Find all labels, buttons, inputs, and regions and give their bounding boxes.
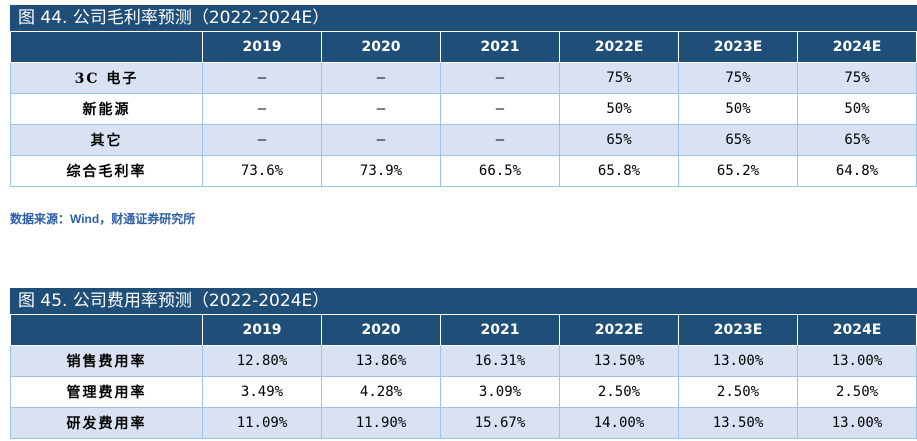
column-header: 2023E: [678, 314, 798, 346]
table-cell: 13.00%: [797, 407, 917, 439]
table-cell: 3.09%: [440, 376, 560, 408]
table-cell: 13.00%: [797, 345, 917, 377]
row-label: 综合毛利率: [10, 155, 203, 187]
table-header-row: 2019 2020 2021 2022E 2023E 2024E: [10, 314, 917, 346]
table-row: 新能源 – – – 50% 50% 50%: [10, 93, 917, 125]
table-cell: 75%: [678, 62, 798, 94]
row-label: 其它: [10, 124, 203, 156]
column-header: 2022E: [559, 31, 679, 63]
table-cell: 12.80%: [202, 345, 322, 377]
table-cell: 13.86%: [321, 345, 441, 377]
gross-margin-table-block: 图 44. 公司毛利率预测（2022-2024E） 2019 2020 2021…: [10, 5, 917, 187]
table-cell: 11.09%: [202, 407, 322, 439]
source-note: 数据来源：Wind，财通证券研究所: [10, 212, 196, 226]
table-cell: 65%: [559, 124, 679, 156]
column-header: 2019: [202, 31, 322, 63]
table-cell: 13.50%: [678, 407, 798, 439]
table-cell: 4.28%: [321, 376, 441, 408]
table-row: 3C 电子 – – – 75% 75% 75%: [10, 62, 917, 94]
table-cell: 66.5%: [440, 155, 560, 187]
table-cell: 15.67%: [440, 407, 560, 439]
row-label: 新能源: [10, 93, 203, 125]
table-cell: –: [202, 62, 322, 94]
table-cell: 11.90%: [321, 407, 441, 439]
table-cell: –: [321, 124, 441, 156]
table-cell: 75%: [797, 62, 917, 94]
table-row: 研发费用率 11.09% 11.90% 15.67% 14.00% 13.50%…: [10, 407, 917, 439]
table-cell: –: [321, 93, 441, 125]
column-header: 2022E: [559, 314, 679, 346]
table-cell: 50%: [797, 93, 917, 125]
column-header: 2020: [321, 314, 441, 346]
table-cell: 65%: [678, 124, 798, 156]
row-label: 3C 电子: [10, 62, 203, 94]
table-cell: 73.9%: [321, 155, 441, 187]
column-header: 2024E: [797, 31, 917, 63]
table-cell: 65.2%: [678, 155, 798, 187]
table-row: 销售费用率 12.80% 13.86% 16.31% 13.50% 13.00%…: [10, 345, 917, 377]
gross-margin-table-title: 图 44. 公司毛利率预测（2022-2024E）: [10, 5, 917, 31]
header-corner-cell: [10, 314, 203, 346]
row-label: 销售费用率: [10, 345, 203, 377]
column-header: 2020: [321, 31, 441, 63]
row-label: 研发费用率: [10, 407, 203, 439]
table-cell: 13.50%: [559, 345, 679, 377]
table-header-row: 2019 2020 2021 2022E 2023E 2024E: [10, 31, 917, 63]
table-cell: –: [321, 62, 441, 94]
column-header: 2021: [440, 314, 560, 346]
gross-margin-table: 2019 2020 2021 2022E 2023E 2024E 3C 电子 –…: [10, 31, 917, 187]
column-header: 2023E: [678, 31, 798, 63]
table-cell: 3.49%: [202, 376, 322, 408]
table-cell: 75%: [559, 62, 679, 94]
table-cell: –: [202, 124, 322, 156]
table-cell: 16.31%: [440, 345, 560, 377]
table-row: 其它 – – – 65% 65% 65%: [10, 124, 917, 156]
expense-ratio-table: 2019 2020 2021 2022E 2023E 2024E 销售费用率 1…: [10, 314, 917, 439]
table-cell: –: [440, 62, 560, 94]
expense-ratio-table-block: 图 45. 公司费用率预测（2022-2024E） 2019 2020 2021…: [10, 288, 917, 439]
row-label: 管理费用率: [10, 376, 203, 408]
table-row: 综合毛利率 73.6% 73.9% 66.5% 65.8% 65.2% 64.8…: [10, 155, 917, 187]
table-cell: 2.50%: [797, 376, 917, 408]
table-cell: –: [202, 93, 322, 125]
table-cell: –: [440, 124, 560, 156]
table-cell: 65%: [797, 124, 917, 156]
column-header: 2019: [202, 314, 322, 346]
table-cell: 50%: [559, 93, 679, 125]
table-cell: 65.8%: [559, 155, 679, 187]
table-cell: 64.8%: [797, 155, 917, 187]
table-row: 管理费用率 3.49% 4.28% 3.09% 2.50% 2.50% 2.50…: [10, 376, 917, 408]
table-cell: 2.50%: [559, 376, 679, 408]
table-cell: 14.00%: [559, 407, 679, 439]
table-cell: 13.00%: [678, 345, 798, 377]
column-header: 2024E: [797, 314, 917, 346]
column-header: 2021: [440, 31, 560, 63]
table-cell: 50%: [678, 93, 798, 125]
table-cell: –: [440, 93, 560, 125]
header-corner-cell: [10, 31, 203, 63]
expense-ratio-table-title: 图 45. 公司费用率预测（2022-2024E）: [10, 288, 917, 314]
table-cell: 73.6%: [202, 155, 322, 187]
table-cell: 2.50%: [678, 376, 798, 408]
